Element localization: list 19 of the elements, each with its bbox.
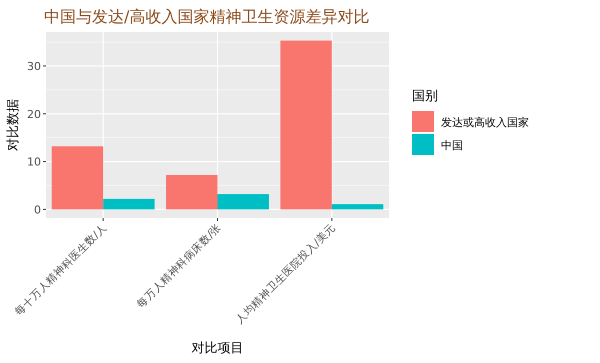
x-tick-label: 每十万人精神科医生数/人 bbox=[12, 220, 110, 318]
legend-title: 国别 bbox=[412, 89, 438, 104]
bar bbox=[103, 198, 155, 210]
bar bbox=[52, 146, 104, 210]
chart-title: 中国与发达/高收入国家精神卫生资源差异对比 bbox=[44, 7, 370, 26]
y-tick-label: 20 bbox=[27, 108, 41, 121]
x-tick-label: 每万人精神科病床数/张 bbox=[134, 220, 224, 310]
y-tick-label: 10 bbox=[27, 156, 41, 169]
y-tick-label: 0 bbox=[34, 203, 41, 216]
bar bbox=[332, 204, 384, 210]
x-tick-label: 人均精神卫生医院投入/美元 bbox=[232, 220, 338, 326]
bar bbox=[218, 194, 269, 210]
y-axis-title: 对比数据 bbox=[6, 99, 21, 151]
bar bbox=[280, 40, 332, 210]
legend-label: 中国 bbox=[441, 139, 463, 152]
y-tick-label: 30 bbox=[27, 60, 41, 73]
x-axis-title: 对比项目 bbox=[192, 341, 244, 356]
bar bbox=[166, 174, 218, 210]
legend-label: 发达或高收入国家 bbox=[441, 116, 529, 129]
